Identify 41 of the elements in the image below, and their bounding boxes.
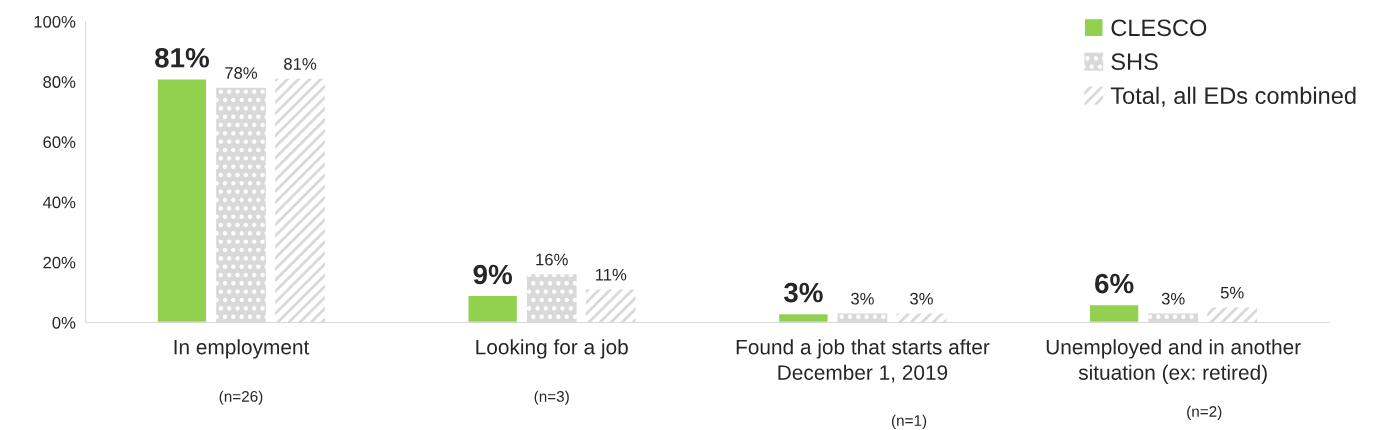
y-tick-label: 40% <box>42 196 76 209</box>
text: (n=3) <box>534 390 569 405</box>
y-tick-label: 80% <box>43 76 76 88</box>
data-label: 3% <box>910 292 933 305</box>
data-label: 81% <box>155 47 210 68</box>
x-tick-label: Unemployed and in another situation (ex: retired) <box>1046 339 1301 385</box>
text: (n=2) <box>1187 405 1222 420</box>
y-tick-label: 100% <box>34 15 76 28</box>
legend-label: CLESCO <box>1111 19 1207 37</box>
bar <box>1207 307 1258 323</box>
bar <box>467 294 519 323</box>
x-tick-label: In employment <box>174 339 310 359</box>
data-label: 16% <box>536 253 568 266</box>
bar <box>777 312 829 323</box>
data-label: 78% <box>225 67 258 79</box>
data-label: 3% <box>1161 292 1185 305</box>
data-label: 9% <box>473 264 513 285</box>
y-tick-label: 20% <box>43 256 76 269</box>
x-tick-label: Looking for a job <box>476 339 628 359</box>
bar <box>585 289 636 323</box>
bar <box>896 313 947 323</box>
data-label: 6% <box>1095 273 1134 294</box>
bar <box>837 313 888 323</box>
x-tick-label: Found a job that starts after December 1, 2019 <box>736 339 990 383</box>
text: (n=1) <box>891 414 927 429</box>
bar <box>156 77 208 323</box>
y-tick-label: 60% <box>43 136 76 149</box>
data-label: 3% <box>851 292 874 305</box>
data-label: 3% <box>783 282 823 303</box>
bar <box>1088 303 1140 323</box>
text: (n=26) <box>219 390 263 405</box>
legend-label: SHS <box>1111 53 1158 71</box>
data-label: 11% <box>595 268 627 281</box>
bar <box>1148 313 1199 323</box>
y-tick-label: 0% <box>52 316 76 329</box>
data-label: 5% <box>1220 286 1244 299</box>
bar <box>216 87 266 323</box>
legend-label: Total, all EDs combined <box>1110 86 1356 107</box>
bar <box>526 274 577 323</box>
bar <box>275 78 325 323</box>
data-label: 81% <box>284 58 317 70</box>
